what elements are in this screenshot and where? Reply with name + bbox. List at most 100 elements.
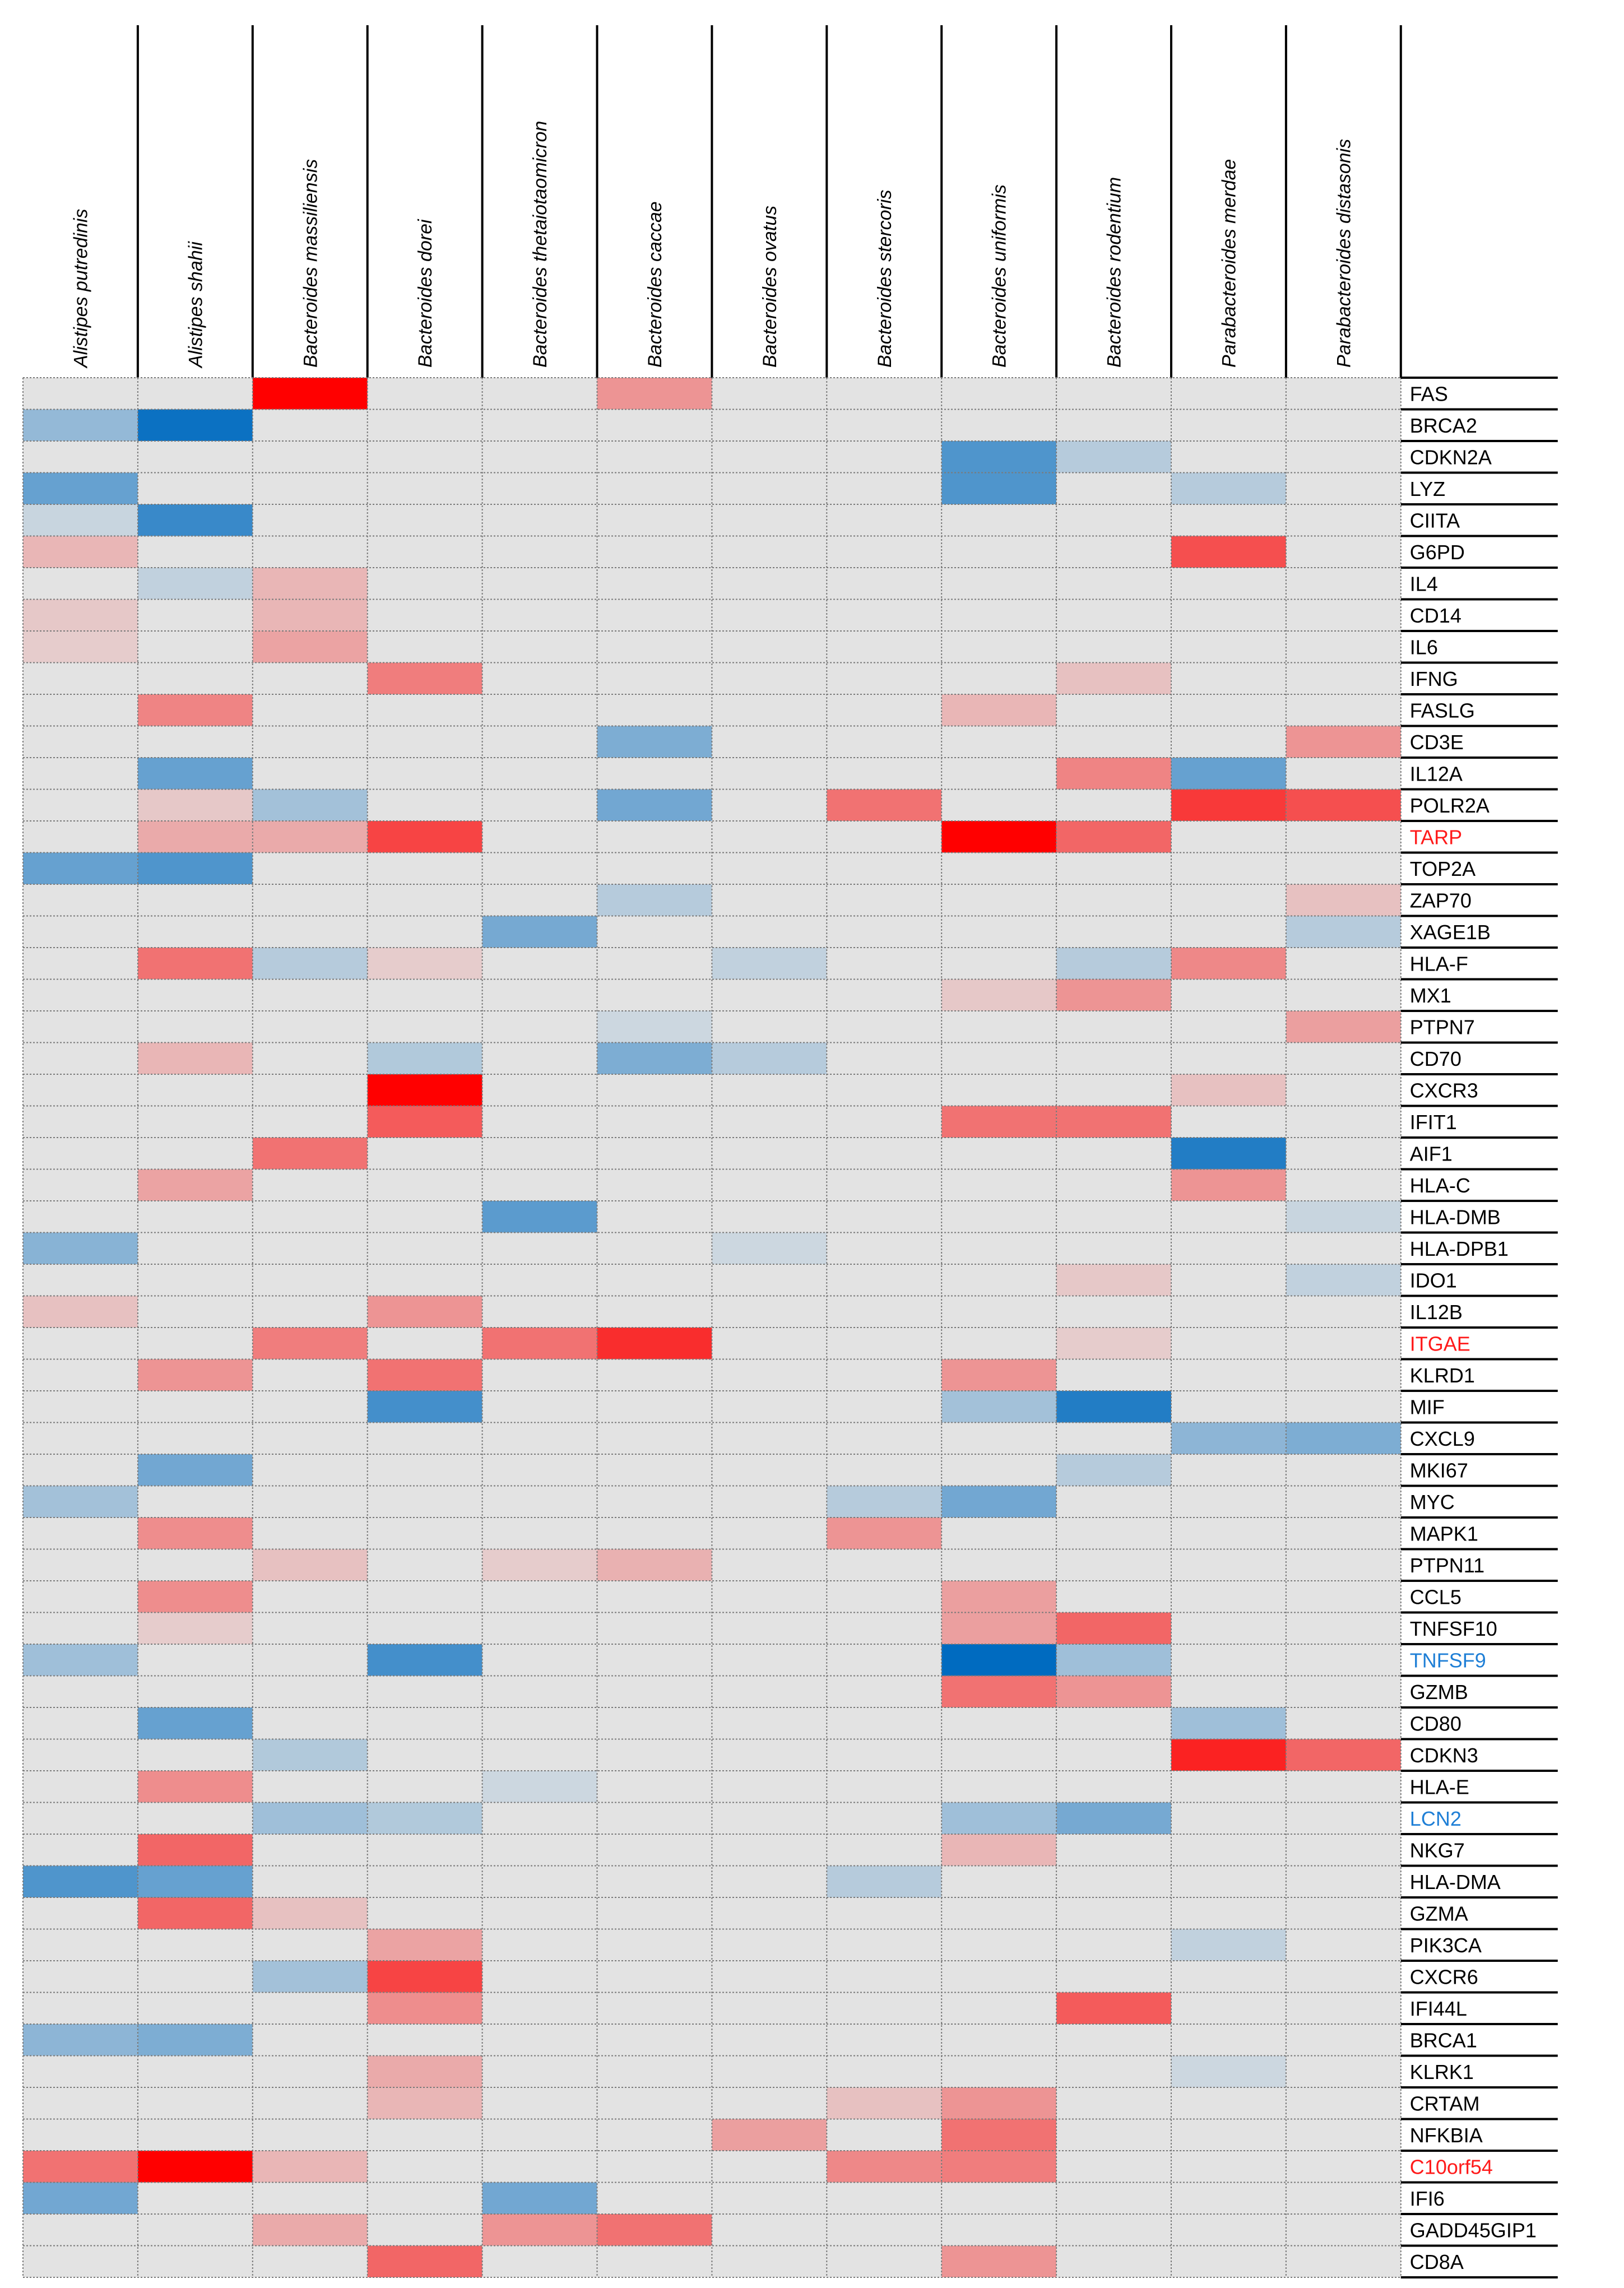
row-label: HLA-DPB1 xyxy=(1410,1237,1509,1260)
heatmap-cell xyxy=(1286,631,1401,663)
heatmap-cell xyxy=(1056,1897,1171,1929)
heatmap-cell xyxy=(941,378,1057,410)
heatmap-cell xyxy=(597,1011,712,1043)
heatmap-cell xyxy=(597,409,712,441)
heatmap-cell xyxy=(712,1771,827,1803)
heatmap-cell xyxy=(1056,1581,1171,1613)
heatmap-cell xyxy=(1056,2087,1171,2119)
heatmap-cell xyxy=(23,1169,138,1201)
heatmap-cell xyxy=(712,1676,827,1707)
heatmap-cell xyxy=(1056,1517,1171,1549)
heatmap-cell xyxy=(367,1834,482,1866)
heatmap-cell xyxy=(597,2151,712,2183)
heatmap-cell xyxy=(597,1676,712,1707)
heatmap-cell xyxy=(941,852,1057,884)
heatmap-cell xyxy=(941,1486,1057,1517)
heatmap-cell xyxy=(941,409,1057,441)
heatmap-cell xyxy=(367,916,482,948)
heatmap-cell xyxy=(252,694,368,726)
heatmap-cell xyxy=(597,1454,712,1486)
heatmap-cell xyxy=(482,1359,597,1391)
heatmap-cell xyxy=(252,504,368,536)
heatmap-cell xyxy=(1286,1771,1401,1803)
heatmap-cell xyxy=(252,1422,368,1454)
heatmap-cell xyxy=(1056,568,1171,600)
heatmap-cell xyxy=(712,378,827,410)
heatmap-cell xyxy=(712,1011,827,1043)
heatmap-cell xyxy=(23,662,138,694)
heatmap-cell xyxy=(712,884,827,916)
heatmap-cell xyxy=(1286,2087,1401,2119)
heatmap-cell xyxy=(137,852,253,884)
heatmap-cell xyxy=(941,821,1057,853)
heatmap-cell xyxy=(1286,948,1401,980)
heatmap-cell xyxy=(1056,726,1171,758)
heatmap-cell xyxy=(482,409,597,441)
row-label: XAGE1B xyxy=(1410,921,1491,944)
heatmap-cell xyxy=(597,758,712,790)
heatmap-cell xyxy=(597,1201,712,1233)
heatmap-cell xyxy=(1171,758,1286,790)
row-label: MYC xyxy=(1410,1491,1455,1514)
heatmap-cell xyxy=(712,536,827,568)
row-label: IFIT1 xyxy=(1410,1111,1457,1134)
heatmap-cell xyxy=(482,1739,597,1771)
row-label: TARP xyxy=(1410,825,1462,848)
heatmap-cell xyxy=(137,1644,253,1676)
heatmap-cell xyxy=(712,1834,827,1866)
heatmap-cell xyxy=(367,1707,482,1739)
heatmap-cell xyxy=(941,2182,1057,2214)
heatmap-cell xyxy=(1056,536,1171,568)
heatmap-cell xyxy=(252,1169,368,1201)
heatmap-cell xyxy=(23,378,138,410)
heatmap-cell xyxy=(367,1138,482,1169)
heatmap-cell xyxy=(1056,1992,1171,2024)
heatmap-cell xyxy=(367,631,482,663)
heatmap-cell xyxy=(1056,2214,1171,2246)
heatmap-cell xyxy=(1171,1074,1286,1106)
heatmap-cell xyxy=(23,1486,138,1517)
heatmap-cell xyxy=(1056,1138,1171,1169)
heatmap-cell xyxy=(1286,1929,1401,1961)
heatmap-cell xyxy=(1286,1961,1401,1993)
heatmap-cell xyxy=(1056,472,1171,504)
heatmap-cell xyxy=(1171,662,1286,694)
heatmap-cell xyxy=(482,1644,597,1676)
heatmap-cell xyxy=(137,789,253,821)
heatmap-cell xyxy=(367,1486,482,1517)
heatmap-cell xyxy=(1286,916,1401,948)
heatmap-cell xyxy=(941,884,1057,916)
heatmap-cell xyxy=(137,441,253,473)
heatmap-cell xyxy=(827,1549,942,1581)
heatmap-cell xyxy=(367,1961,482,1993)
heatmap-cell xyxy=(1056,1865,1171,1897)
column-label: Bacteroides uniformis xyxy=(989,184,1010,368)
heatmap-cell xyxy=(367,2055,482,2087)
heatmap-cell xyxy=(1171,1707,1286,1739)
heatmap-cell xyxy=(1056,1011,1171,1043)
heatmap-cell xyxy=(252,1676,368,1707)
heatmap-cell xyxy=(482,821,597,853)
heatmap-cell xyxy=(1171,1042,1286,1074)
heatmap-cell xyxy=(482,2024,597,2056)
heatmap-cell xyxy=(23,1549,138,1581)
heatmap-cell xyxy=(597,1074,712,1106)
heatmap-cell xyxy=(482,2182,597,2214)
heatmap-cell xyxy=(482,1264,597,1296)
heatmap-cell xyxy=(1286,789,1401,821)
heatmap-cell xyxy=(1286,1011,1401,1043)
heatmap-cell xyxy=(1286,1581,1401,1613)
heatmap-cell xyxy=(482,694,597,726)
heatmap-cell xyxy=(482,1454,597,1486)
heatmap-cell xyxy=(23,1865,138,1897)
heatmap-cell xyxy=(712,2245,827,2277)
row-label: MX1 xyxy=(1410,984,1451,1007)
heatmap-cell xyxy=(252,1042,368,1074)
heatmap-cell xyxy=(1171,1011,1286,1043)
heatmap-cell xyxy=(941,1138,1057,1169)
heatmap-cell xyxy=(482,2087,597,2119)
heatmap-cell xyxy=(23,789,138,821)
heatmap-cell xyxy=(827,1865,942,1897)
heatmap-cell xyxy=(712,1074,827,1106)
heatmap-cell xyxy=(23,1707,138,1739)
